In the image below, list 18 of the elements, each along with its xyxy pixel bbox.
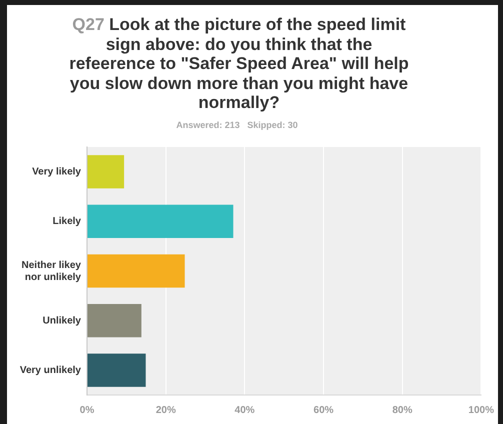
bar	[88, 155, 124, 188]
x-tick-label: 80%	[392, 404, 412, 416]
bar	[88, 254, 185, 288]
bar	[88, 354, 146, 387]
x-tick-label: 20%	[156, 404, 176, 416]
x-tick-label: 100%	[468, 404, 494, 416]
bar	[88, 304, 142, 338]
x-tick-label: 60%	[314, 404, 334, 416]
y-tick-label: Neither likey nor unlikely	[22, 260, 82, 283]
y-tick-label: Likely	[52, 216, 82, 228]
y-tick-label: Very likely	[32, 166, 82, 178]
chart-subtitle: Answered: 213 Skipped: 30	[175, 120, 299, 130]
y-tick-label: Unlikely	[42, 315, 82, 326]
chart-title: Q27 Look at the picture of the speed limit sign above: do you think that the refeerence to "Safer Speed Area" will help you slow down more than you might have normally?	[68, 15, 410, 112]
bar	[88, 204, 234, 238]
y-tick-label: Very unlikely	[20, 364, 82, 376]
x-tick-label: 40%	[234, 404, 255, 416]
x-tick-label: 0%	[80, 404, 94, 416]
